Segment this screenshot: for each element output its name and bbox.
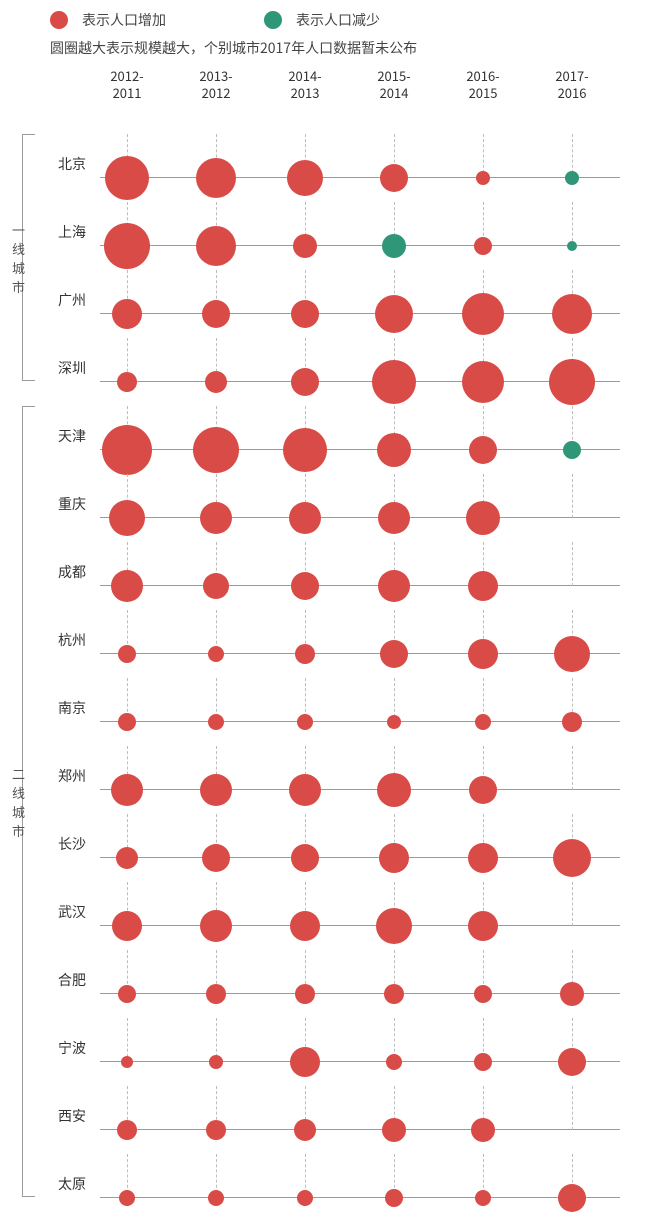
legend-label-increase: 表示人口增加 [82, 10, 166, 30]
bubble-increase [208, 1190, 224, 1206]
row-label: 合肥 [58, 970, 86, 990]
row-label: 太原 [58, 1174, 86, 1194]
row-label: 天津 [58, 426, 86, 446]
row-label: 郑州 [58, 766, 86, 786]
group-label: 二线城市 [12, 764, 27, 840]
legend-row: 表示人口增加 表示人口减少 [50, 10, 417, 30]
chart-row: 广州 [0, 246, 653, 314]
chart-row: 合肥 [0, 926, 653, 994]
chart-row: 天津 [0, 382, 653, 450]
column-header: 2012- 2011 [110, 68, 143, 102]
chart-row: 北京 [0, 110, 653, 178]
column-header: 2013- 2012 [199, 68, 232, 102]
bubble-increase [297, 1190, 313, 1206]
legend-label-decrease: 表示人口减少 [296, 10, 380, 30]
legend-swatch-decrease [264, 11, 282, 29]
bubble-grid-chart: 表示人口增加 表示人口减少 圆圈越大表示规模越大，个别城市2017年人口数据暂未… [0, 0, 653, 1229]
column-header: 2017- 2016 [555, 68, 588, 102]
row-label: 成都 [58, 562, 86, 582]
row-label: 西安 [58, 1106, 86, 1126]
grid-vertical [572, 202, 573, 246]
bubble-increase [119, 1190, 135, 1206]
row-label: 重庆 [58, 494, 86, 514]
chart-row: 西安 [0, 1062, 653, 1130]
bubble-increase [558, 1184, 586, 1212]
legend-note: 圆圈越大表示规模越大，个别城市2017年人口数据暂未公布 [50, 38, 417, 58]
row-baseline [100, 1197, 620, 1198]
chart-row: 深圳 [0, 314, 653, 382]
chart-row: 郑州 [0, 722, 653, 790]
row-label: 北京 [58, 154, 86, 174]
chart-row: 上海 [0, 178, 653, 246]
legend: 表示人口增加 表示人口减少 圆圈越大表示规模越大，个别城市2017年人口数据暂未… [0, 0, 417, 58]
grid-vertical [572, 1086, 573, 1130]
chart-row: 太原 [0, 1130, 653, 1198]
row-label: 深圳 [58, 358, 86, 378]
column-header: 2016- 2015 [466, 68, 499, 102]
row-label: 南京 [58, 698, 86, 718]
grid-vertical [572, 474, 573, 518]
bubble-increase [475, 1190, 491, 1206]
grid-vertical [572, 746, 573, 790]
chart-row: 武汉 [0, 858, 653, 926]
group-label: 一线城市 [12, 220, 27, 296]
row-label: 宁波 [58, 1038, 86, 1058]
chart-row: 重庆 [0, 450, 653, 518]
chart-row: 成都 [0, 518, 653, 586]
chart-row: 宁波 [0, 994, 653, 1062]
legend-item-decrease: 表示人口减少 [264, 10, 380, 30]
legend-swatch-increase [50, 11, 68, 29]
chart-row: 南京 [0, 654, 653, 722]
row-label: 杭州 [58, 630, 86, 650]
grid-vertical [572, 882, 573, 926]
legend-item-increase: 表示人口增加 [50, 10, 166, 30]
row-label: 上海 [58, 222, 86, 242]
row-label: 武汉 [58, 902, 86, 922]
chart-row: 长沙 [0, 790, 653, 858]
row-label: 广州 [58, 290, 86, 310]
column-header: 2015- 2014 [377, 68, 410, 102]
column-header: 2014- 2013 [288, 68, 321, 102]
row-label: 长沙 [58, 834, 86, 854]
bubble-increase [385, 1189, 403, 1207]
grid-vertical [572, 542, 573, 586]
chart-row: 杭州 [0, 586, 653, 654]
